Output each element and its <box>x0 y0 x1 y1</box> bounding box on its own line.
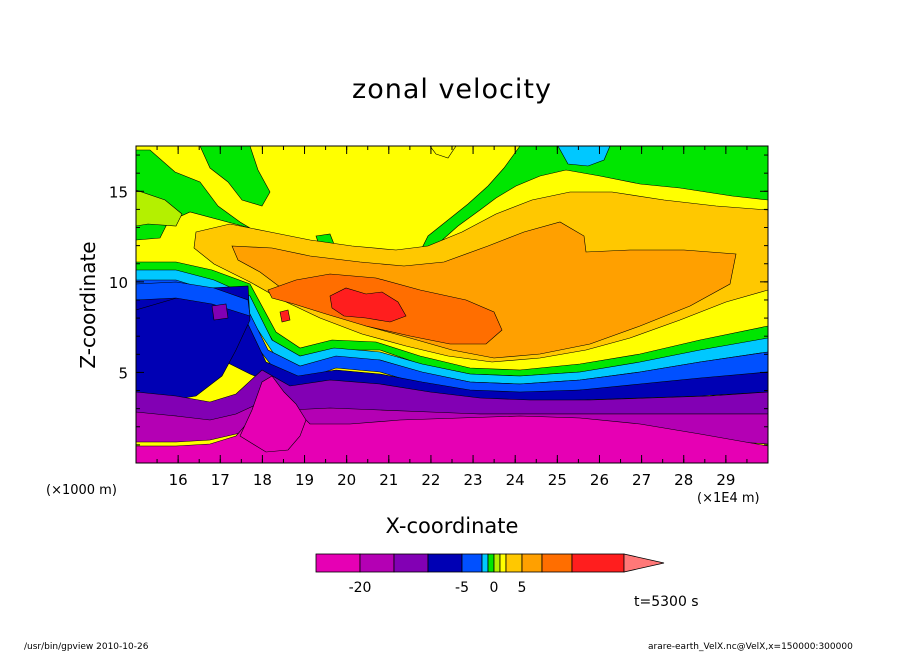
x-tick-label: 17 <box>211 471 230 489</box>
x-tick-label: 28 <box>674 471 693 489</box>
x-axis-unit: (×1E4 m) <box>697 491 760 506</box>
contour-magenta-plume <box>239 375 307 453</box>
colorbar-tick-label: 0 <box>490 580 499 596</box>
colorbar-tick-label: 5 <box>518 580 527 596</box>
contour-dark-blue-upper-left <box>136 281 251 317</box>
colorbar-segment <box>487 553 495 573</box>
colorbar-segment <box>493 553 501 573</box>
x-tick-label: 21 <box>379 471 398 489</box>
y-tick-label: 5 <box>118 364 128 382</box>
contour-field <box>136 146 768 463</box>
chart-title: zonal velocity <box>352 74 552 105</box>
x-tick-label: 26 <box>590 471 609 489</box>
contour-band-dark-blue <box>136 295 768 405</box>
y-axis-unit: (×1000 m) <box>46 483 117 498</box>
x-axis-ticks: 16 17 18 19 20 21 22 23 24 25 26 27 28 29 <box>135 146 769 489</box>
footer-data-source: arare-earth_VelX.nc@VelX,x=150000:300000 <box>648 642 853 652</box>
colorbar-arrow <box>623 553 665 573</box>
colorbar-segment <box>315 553 361 573</box>
contour-yellow-notch <box>429 146 457 159</box>
x-tick-label: 16 <box>169 471 188 489</box>
colorbar-segment <box>541 553 573 573</box>
colorbar-segment <box>521 553 543 573</box>
x-tick-label: 29 <box>716 471 735 489</box>
y-tick-label: 15 <box>109 183 128 201</box>
time-annotation: t=5300 s <box>634 594 699 610</box>
contour-green-top-center <box>199 146 271 207</box>
x-tick-label: 22 <box>421 471 440 489</box>
x-tick-label: 23 <box>464 471 483 489</box>
contour-cyan-top <box>557 146 611 167</box>
colorbar-segment <box>393 553 429 573</box>
footer-program-date: /usr/bin/gpview 2010-10-26 <box>24 642 149 652</box>
y-axis-ticks: 5 10 15 <box>109 154 768 446</box>
colorbar: -20 -5 0 5 <box>315 553 665 596</box>
x-tick-label: 24 <box>506 471 525 489</box>
x-tick-label: 25 <box>548 471 567 489</box>
colorbar-segment <box>499 553 507 573</box>
contour-green-strip <box>136 189 183 227</box>
x-tick-label: 27 <box>632 471 651 489</box>
y-tick-label: 10 <box>109 274 128 292</box>
contour-red-spot <box>279 309 291 323</box>
contour-purple-left-spot <box>211 303 229 321</box>
colorbar-segment <box>461 553 483 573</box>
colorbar-segment <box>481 553 489 573</box>
colorbar-segment <box>359 553 395 573</box>
x-tick-label: 19 <box>295 471 314 489</box>
contour-red-core <box>329 287 407 323</box>
colorbar-segment <box>571 553 625 573</box>
contour-green-right-upper <box>419 146 768 253</box>
colorbar-segment <box>505 553 523 573</box>
colorbar-tick-label: -20 <box>349 580 372 596</box>
x-tick-label: 20 <box>337 471 356 489</box>
x-tick-label: 18 <box>253 471 272 489</box>
x-axis-label: X-coordinate <box>385 514 519 538</box>
colorbar-segment <box>427 553 463 573</box>
colorbar-tick-label: -5 <box>455 580 469 596</box>
